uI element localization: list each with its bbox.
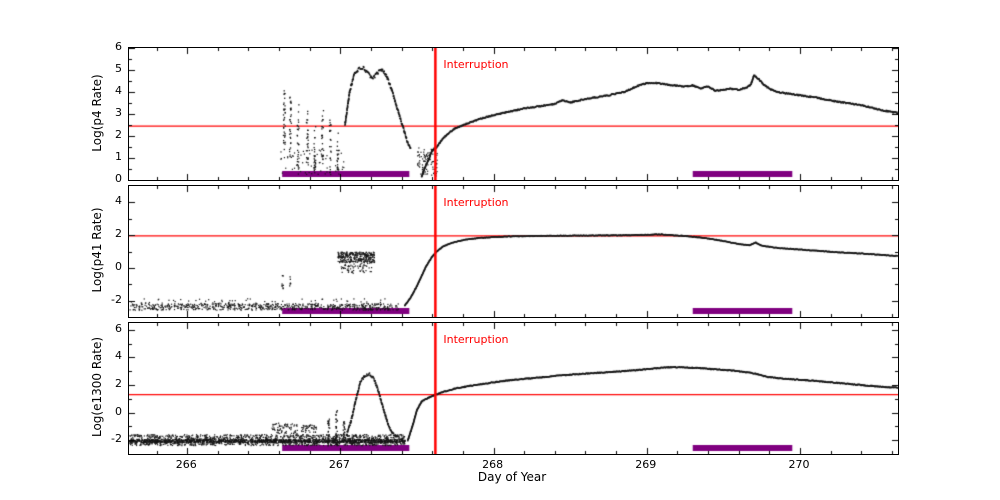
panel-p41-rate: Interruption <box>128 185 899 318</box>
x-tick-label: 266 <box>175 458 197 471</box>
x-tick-label: 270 <box>788 458 810 471</box>
e1300-rate-plot-canvas <box>129 323 898 454</box>
y-tick-label: 6 <box>115 40 122 53</box>
y-tick-label: 1 <box>115 150 122 163</box>
p4-rate-plot-canvas <box>129 48 898 180</box>
y-tick-label: 0 <box>115 404 122 418</box>
panel-e1300-rate: Interruption <box>128 322 899 455</box>
x-tick-label: 269 <box>635 458 657 471</box>
y-tick-label: 2 <box>115 377 122 391</box>
x-tick-label: 267 <box>328 458 350 471</box>
interruption-label: Interruption <box>443 58 509 71</box>
y-tick-label: 4 <box>115 349 122 363</box>
y-tick-label: 2 <box>115 128 122 141</box>
panel-p4-rate: Interruption <box>128 47 899 181</box>
x-tick-label: 268 <box>482 458 504 471</box>
y-tick-label: -2 <box>111 432 122 446</box>
interruption-label: Interruption <box>443 196 509 209</box>
y-tick-label: 6 <box>115 321 122 335</box>
p41-rate-plot-canvas <box>129 186 898 317</box>
y-tick-label: 0 <box>115 172 122 185</box>
y-tick-label: 2 <box>115 227 122 241</box>
y-tick-label: 0 <box>115 259 122 273</box>
y-tick-label: 5 <box>115 62 122 75</box>
y-tick-label: 4 <box>115 194 122 208</box>
y-tick-label: 3 <box>115 106 122 119</box>
y-tick-label: 4 <box>115 84 122 97</box>
x-axis-label: Day of Year <box>477 470 547 484</box>
y-tick-label: -2 <box>111 292 122 306</box>
interruption-label: Interruption <box>443 333 509 346</box>
